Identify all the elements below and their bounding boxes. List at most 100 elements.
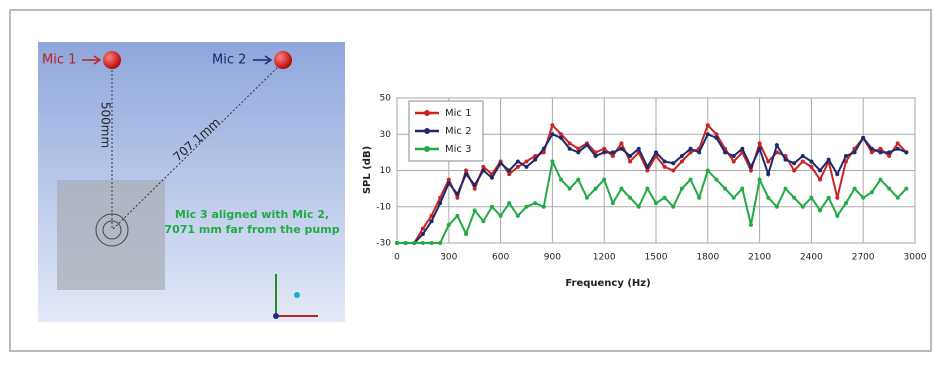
data-point xyxy=(861,135,866,140)
data-point xyxy=(774,204,779,209)
data-point xyxy=(904,150,909,155)
data-point xyxy=(688,177,693,182)
data-point xyxy=(645,168,650,173)
data-point xyxy=(550,132,555,137)
data-point xyxy=(766,159,771,164)
x-axis-label: Frequency (Hz) xyxy=(565,278,650,289)
data-point xyxy=(446,177,451,182)
data-point xyxy=(515,159,520,164)
data-point xyxy=(662,195,667,200)
data-point xyxy=(783,157,788,162)
data-point xyxy=(524,159,529,164)
data-point xyxy=(662,164,667,169)
data-point xyxy=(455,192,460,197)
data-point xyxy=(740,186,745,191)
data-point xyxy=(654,150,658,155)
data-point xyxy=(757,141,762,146)
data-point xyxy=(550,123,555,128)
data-point xyxy=(809,164,814,169)
data-point xyxy=(576,146,581,151)
data-point xyxy=(636,146,641,151)
mic-sphere xyxy=(274,51,292,69)
data-point xyxy=(464,231,469,236)
data-point xyxy=(472,208,477,213)
diagram: Mic 1 Mic 2 500mm 707.1mm Mic 3 aligned … xyxy=(38,42,345,322)
data-point xyxy=(748,168,753,173)
data-point xyxy=(610,154,615,158)
pump-box xyxy=(57,180,165,290)
data-point xyxy=(464,172,469,177)
data-point xyxy=(792,168,797,173)
data-point xyxy=(714,132,719,137)
data-point xyxy=(559,132,564,137)
data-point xyxy=(852,186,857,191)
data-point xyxy=(835,213,840,218)
data-point xyxy=(515,164,520,169)
data-point xyxy=(610,201,615,206)
data-point xyxy=(662,159,667,164)
data-point xyxy=(679,154,684,158)
data-point xyxy=(593,154,598,158)
data-point xyxy=(533,201,538,206)
data-point xyxy=(628,195,633,200)
x-tick-label: 1500 xyxy=(645,253,668,263)
data-point xyxy=(412,241,417,245)
data-point xyxy=(809,159,814,164)
data-point xyxy=(628,159,633,164)
data-point xyxy=(429,219,434,224)
data-point xyxy=(774,143,779,148)
mic-label: Mic 2 xyxy=(212,53,246,68)
data-point xyxy=(489,204,494,209)
data-point xyxy=(507,201,512,206)
data-point xyxy=(869,146,874,151)
data-point xyxy=(740,146,745,151)
data-point xyxy=(826,157,831,162)
data-point xyxy=(602,150,607,155)
data-point xyxy=(887,154,892,158)
data-point xyxy=(507,172,512,177)
note: 7071 mm far from the pump xyxy=(164,223,339,236)
data-point xyxy=(515,213,520,218)
data-point xyxy=(567,186,572,191)
data-point xyxy=(748,222,753,227)
series-line xyxy=(397,158,908,244)
data-point xyxy=(843,201,848,206)
data-point xyxy=(714,177,719,182)
chart: Frequency (Hz) SPL (dB) -30 -10 10 30 50 0 300… xyxy=(362,94,927,290)
data-point xyxy=(584,143,589,148)
data-point xyxy=(748,164,753,169)
data-point xyxy=(610,150,615,155)
data-point xyxy=(818,208,823,213)
data-point xyxy=(878,177,883,182)
data-point xyxy=(697,150,702,155)
data-point xyxy=(800,159,805,164)
data-point xyxy=(878,146,883,151)
arrow xyxy=(264,55,273,65)
data-point xyxy=(671,161,676,166)
data-point xyxy=(567,146,572,151)
y-tick-label: -10 xyxy=(376,202,391,212)
data-point xyxy=(429,241,434,245)
legend-label: Mic 2 xyxy=(445,126,471,137)
data-point xyxy=(576,150,581,155)
axis-triad xyxy=(294,292,300,298)
data-point xyxy=(878,150,883,155)
data-point xyxy=(895,146,900,151)
data-point xyxy=(861,195,866,200)
pump-ring xyxy=(102,220,122,240)
y-tick-label: 10 xyxy=(380,166,392,176)
data-point xyxy=(800,154,805,158)
data-point xyxy=(705,123,710,128)
data-point xyxy=(671,168,676,173)
data-point xyxy=(645,164,650,169)
mic-sphere xyxy=(103,51,121,69)
data-point xyxy=(887,186,892,191)
data-point xyxy=(705,168,710,173)
data-point xyxy=(852,150,857,155)
y-tick-label: 50 xyxy=(380,94,392,104)
data-point xyxy=(567,141,572,146)
axis-triad xyxy=(273,313,279,319)
data-point xyxy=(628,154,633,158)
legend-label: Mic 1 xyxy=(445,108,471,119)
